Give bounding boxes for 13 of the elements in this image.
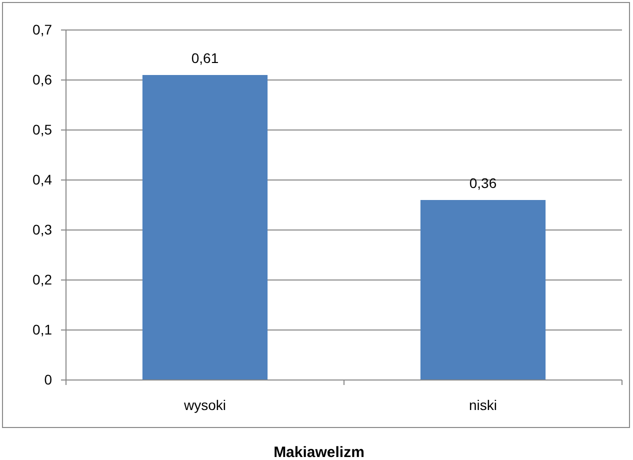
y-tick-label: 0,2 bbox=[32, 271, 52, 288]
y-tick-label: 0 bbox=[44, 371, 52, 388]
y-tick-label: 0,5 bbox=[32, 121, 52, 138]
y-tick-label: 0,7 bbox=[32, 21, 52, 38]
y-tick-label: 0,4 bbox=[32, 171, 52, 188]
y-tick-label: 0,3 bbox=[32, 221, 52, 238]
x-tick-label: niski bbox=[468, 397, 498, 413]
x-axis-title: Makiawelizm bbox=[274, 444, 364, 460]
data-label: 0,61 bbox=[191, 50, 219, 66]
x-tick-label: wysoki bbox=[182, 397, 226, 413]
data-label: 0,36 bbox=[469, 175, 497, 191]
y-tick-label: 0,6 bbox=[32, 71, 52, 88]
y-tick-label: 0,1 bbox=[32, 321, 52, 338]
